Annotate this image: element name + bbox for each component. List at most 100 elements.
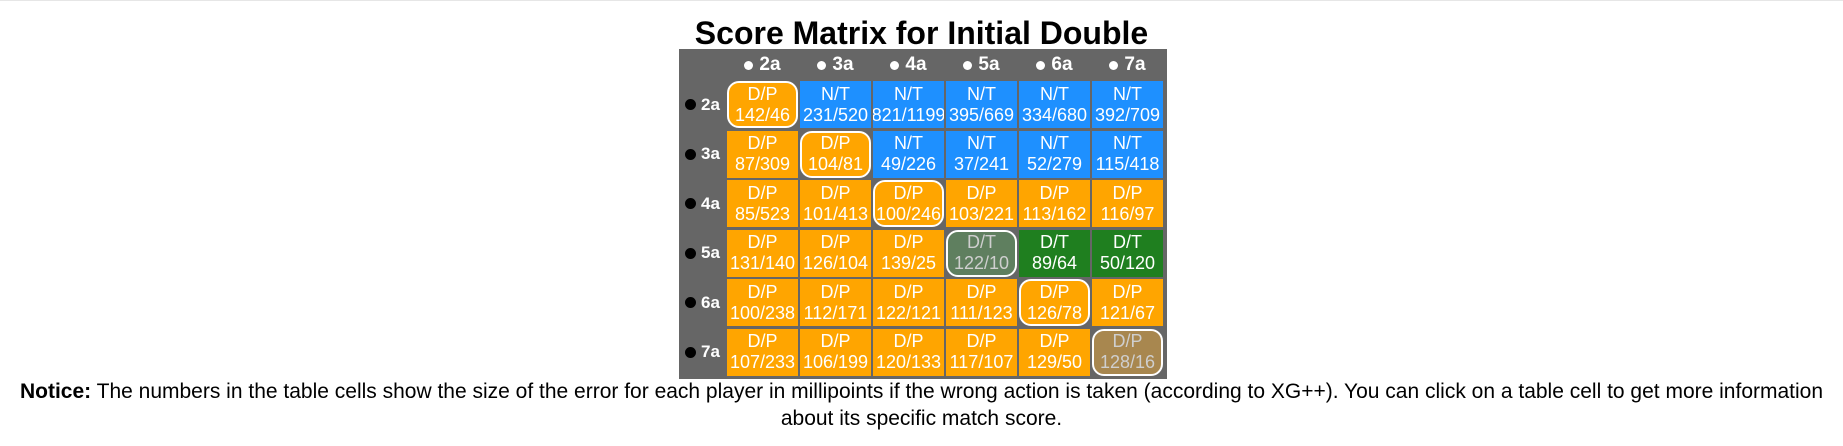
matrix-cell[interactable]: D/P 120/133: [873, 328, 944, 376]
matrix-cell[interactable]: N/T 821/1199: [873, 81, 944, 128]
column-header-7a[interactable]: 7a: [1091, 51, 1164, 79]
cell-action: D/P: [747, 182, 778, 203]
cell-action: D/P: [966, 182, 997, 203]
cell-action: D/P: [820, 182, 851, 203]
cell-action: D/P: [820, 232, 851, 252]
matrix-cell[interactable]: D/P 117/107: [946, 328, 1017, 376]
cell-action: D/P: [893, 182, 924, 203]
notice-label: Notice:: [19, 380, 92, 403]
row-radio-icon[interactable]: [685, 198, 697, 209]
notice-body: The numbers in the table cells show the …: [91, 380, 1824, 430]
column-header-5a[interactable]: 5a: [945, 51, 1018, 79]
row-radio-icon[interactable]: [685, 247, 697, 259]
row-header-4a[interactable]: 4a: [679, 179, 726, 228]
cell-error-values: 129/50: [1026, 352, 1083, 372]
row-header-6a[interactable]: 6a: [679, 278, 726, 327]
cell-error-values: 103/221: [948, 203, 1015, 224]
matrix-cell[interactable]: N/T 392/709: [1092, 81, 1163, 128]
column-header-2a[interactable]: 2a: [726, 51, 799, 79]
cell-error-values: 120/133: [875, 352, 942, 372]
column-radio-icon[interactable]: [890, 60, 900, 70]
notice-text: Notice: The numbers in the table cells s…: [0, 378, 1843, 432]
matrix-cell[interactable]: D/P 106/199: [800, 328, 871, 376]
matrix-cell[interactable]: D/P 129/50: [1019, 328, 1090, 376]
row-header-label: 7a: [701, 342, 720, 361]
cell-action: D/P: [893, 281, 924, 302]
column-radio-icon[interactable]: [1109, 60, 1119, 70]
cell-error-values: 101/413: [802, 203, 869, 224]
column-header-label: 7a: [1124, 54, 1146, 75]
cell-action: D/P: [747, 331, 778, 351]
matrix-cell[interactable]: D/P 87/309: [727, 130, 798, 178]
matrix-cell[interactable]: D/P 100/246: [873, 180, 944, 227]
matrix-cell[interactable]: D/P 122/121: [873, 279, 944, 326]
row-header-7a[interactable]: 7a: [679, 328, 726, 377]
row-radio-icon[interactable]: [685, 346, 697, 358]
column-header-6a[interactable]: 6a: [1018, 51, 1091, 79]
cell-error-values: 121/67: [1099, 302, 1156, 323]
matrix-cell[interactable]: D/P 101/413: [800, 180, 871, 227]
matrix-cell[interactable]: D/P 107/233: [727, 328, 798, 376]
column-header-label: 4a: [905, 54, 927, 75]
cell-error-values: 89/64: [1031, 253, 1078, 273]
matrix-cell[interactable]: N/T 37/241: [946, 130, 1017, 178]
matrix-cell[interactable]: D/P 104/81: [800, 130, 871, 178]
matrix-cell[interactable]: D/P 100/238: [727, 279, 798, 326]
cell-error-values: 112/171: [803, 302, 868, 323]
matrix-cell[interactable]: D/P 85/523: [727, 180, 798, 227]
column-header-4a[interactable]: 4a: [872, 51, 945, 79]
matrix-cell[interactable]: D/P 131/140: [727, 229, 798, 277]
cell-error-values: 139/25: [880, 253, 937, 273]
column-header-3a[interactable]: 3a: [799, 51, 872, 79]
cell-action: N/T: [894, 83, 923, 104]
row-header-2a[interactable]: 2a: [679, 80, 726, 129]
cell-error-values: 392/709: [1094, 104, 1161, 125]
row-radio-icon[interactable]: [685, 148, 697, 160]
row-header-5a[interactable]: 5a: [679, 229, 726, 278]
matrix-cell[interactable]: D/T 50/120: [1092, 229, 1163, 277]
matrix-cell[interactable]: D/P 126/78: [1019, 279, 1090, 326]
cell-action: D/P: [820, 331, 851, 351]
matrix-cell[interactable]: D/P 111/123: [946, 279, 1017, 326]
matrix-cell[interactable]: D/P 142/46: [727, 81, 798, 128]
cell-action: D/T: [967, 232, 996, 252]
cell-action: D/P: [966, 281, 997, 302]
cell-error-values: 87/309: [734, 154, 791, 174]
column-radio-icon[interactable]: [1036, 60, 1046, 70]
row-radio-icon[interactable]: [685, 99, 697, 110]
row-header-3a[interactable]: 3a: [679, 130, 726, 179]
matrix-cell[interactable]: D/P 139/25: [873, 229, 944, 277]
column-header-label: 6a: [1051, 54, 1073, 75]
column-radio-icon[interactable]: [817, 60, 827, 70]
row-radio-icon[interactable]: [685, 297, 697, 308]
cell-error-values: 128/16: [1099, 352, 1156, 372]
cell-action: D/P: [1112, 331, 1143, 351]
matrix-cell[interactable]: D/P 116/97: [1092, 180, 1163, 227]
cell-action: D/T: [1040, 232, 1069, 252]
page-title: Score Matrix for Initial Double: [694, 15, 1149, 51]
cell-error-values: 106/199: [802, 352, 869, 372]
matrix-cell[interactable]: D/P 112/171: [800, 279, 871, 326]
cell-action: D/P: [747, 133, 778, 153]
matrix-cell[interactable]: N/T 231/520: [800, 81, 871, 128]
matrix-cell[interactable]: N/T 115/418: [1092, 130, 1163, 178]
matrix-cell[interactable]: N/T 334/680: [1019, 81, 1090, 128]
cell-action: N/T: [894, 133, 923, 153]
matrix-cell[interactable]: D/P 121/67: [1092, 279, 1163, 326]
cell-error-values: 122/121: [875, 302, 942, 323]
cell-error-values: 821/1199: [873, 104, 944, 125]
matrix-cell[interactable]: D/T 89/64: [1019, 229, 1090, 277]
column-radio-icon[interactable]: [744, 60, 754, 70]
column-radio-icon[interactable]: [963, 60, 973, 70]
matrix-cell[interactable]: N/T 395/669: [946, 81, 1017, 128]
matrix-cell[interactable]: D/P 126/104: [800, 229, 871, 277]
matrix-cell[interactable]: N/T 49/226: [873, 130, 944, 178]
cell-error-values: 104/81: [807, 154, 864, 174]
matrix-cell[interactable]: D/P 128/16: [1092, 328, 1163, 376]
matrix-cell[interactable]: D/P 103/221: [946, 180, 1017, 227]
matrix-cell[interactable]: D/T 122/10: [946, 229, 1017, 277]
column-header-label: 5a: [978, 54, 1000, 75]
matrix-cell[interactable]: N/T 52/279: [1019, 130, 1090, 178]
matrix-cell[interactable]: D/P 113/162: [1019, 180, 1090, 227]
cell-action: D/P: [747, 281, 778, 302]
